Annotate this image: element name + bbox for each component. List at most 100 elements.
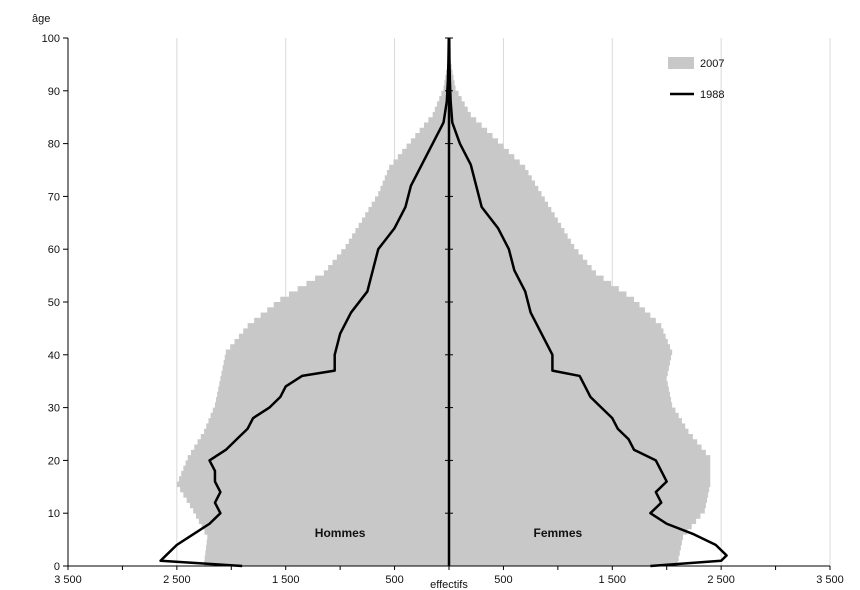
bar-hommes-2007 — [197, 439, 449, 445]
y-tick-label: 100 — [42, 33, 60, 45]
bar-femmes-2007 — [449, 90, 459, 97]
bar-hommes-2007 — [306, 280, 449, 287]
bar-hommes-2007 — [243, 328, 449, 334]
bar-femmes-2007 — [449, 85, 456, 92]
bar-femmes-2007 — [449, 180, 535, 187]
line-femmes-1988 — [447, 37, 728, 568]
bar-femmes-2007 — [449, 486, 710, 493]
bar-femmes-2007 — [449, 117, 477, 123]
bar-femmes-2007 — [449, 122, 482, 129]
bar-hommes-2007 — [384, 175, 449, 181]
bar-femmes-2007 — [449, 275, 604, 282]
bar-femmes-2007 — [449, 159, 520, 166]
bar-hommes-2007 — [179, 476, 449, 482]
bar-hommes-2007 — [204, 555, 449, 562]
bar-hommes-2007 — [206, 539, 449, 546]
y-tick-label: 80 — [48, 139, 60, 151]
bar-hommes-2007 — [297, 286, 449, 292]
bar-femmes-2007 — [449, 418, 682, 424]
bar-hommes-2007 — [365, 212, 449, 218]
bar-femmes-2007 — [449, 428, 689, 435]
bar-femmes-2007 — [449, 164, 526, 171]
bar-femmes-2007 — [449, 228, 565, 234]
bar-hommes-2007 — [225, 349, 449, 356]
bar-femmes-2007 — [449, 185, 539, 192]
bar-hommes-2007 — [267, 307, 449, 313]
bar-hommes-2007 — [432, 111, 449, 118]
bar-hommes-2007 — [358, 222, 449, 229]
bar-femmes-2007 — [449, 397, 672, 403]
bar-femmes-2007 — [449, 423, 686, 430]
bar-femmes-2007 — [449, 523, 692, 530]
bar-femmes-2007 — [449, 439, 698, 445]
bar-femmes-2007 — [449, 312, 651, 319]
bar-femmes-2007 — [449, 222, 562, 229]
bar-hommes-2007 — [415, 133, 449, 139]
bar-hommes-2007 — [368, 206, 449, 213]
bar-hommes-2007 — [380, 185, 449, 192]
bar-femmes-2007 — [449, 534, 684, 540]
label-femmes: Femmes — [534, 526, 583, 540]
x-axis-title: effectifs — [430, 579, 468, 590]
bar-femmes-2007 — [449, 238, 571, 245]
bar-hommes-2007 — [328, 265, 449, 271]
bar-femmes-2007 — [449, 106, 468, 113]
lines-1988 — [159, 37, 728, 568]
x-tick-label: 3 500 — [816, 574, 844, 586]
bar-femmes-2007 — [449, 470, 711, 477]
bar-hommes-2007 — [193, 507, 449, 514]
bar-femmes-2007 — [449, 391, 670, 398]
bar-femmes-2007 — [449, 191, 542, 197]
bar-hommes-2007 — [183, 492, 450, 498]
y-tick-label: 20 — [48, 455, 60, 467]
y-tick-label: 70 — [48, 191, 60, 203]
bar-hommes-2007 — [230, 344, 449, 350]
bar-femmes-2007 — [449, 175, 532, 181]
bar-hommes-2007 — [378, 191, 449, 197]
bar-femmes-2007 — [449, 259, 588, 266]
bar-hommes-2007 — [216, 397, 449, 403]
bar-hommes-2007 — [434, 106, 449, 113]
bar-femmes-2007 — [449, 270, 596, 276]
bar-hommes-2007 — [204, 560, 449, 567]
bar-hommes-2007 — [223, 360, 449, 366]
bar-hommes-2007 — [217, 391, 449, 398]
bar-hommes-2007 — [220, 375, 449, 382]
bar-hommes-2007 — [348, 238, 449, 245]
bar-hommes-2007 — [191, 449, 449, 456]
bar-femmes-2007 — [449, 148, 509, 155]
bar-hommes-2007 — [423, 122, 449, 129]
bar-femmes-2007 — [449, 550, 680, 556]
bar-femmes-2007 — [449, 101, 465, 107]
bar-hommes-2007 — [336, 254, 449, 261]
bar-hommes-2007 — [238, 333, 449, 340]
bar-hommes-2007 — [332, 259, 449, 266]
bar-femmes-2007 — [449, 513, 701, 519]
bar-femmes-2007 — [449, 555, 679, 562]
bar-femmes-2007 — [449, 502, 706, 509]
bar-femmes-2007 — [449, 254, 583, 261]
bar-femmes-2007 — [449, 492, 709, 498]
bar-femmes-2007 — [449, 476, 711, 482]
bar-hommes-2007 — [189, 502, 450, 509]
bar-femmes-2007 — [449, 365, 669, 371]
bar-hommes-2007 — [393, 159, 449, 166]
bar-hommes-2007 — [204, 428, 449, 435]
bar-femmes-2007 — [449, 344, 670, 350]
bar-femmes-2007 — [449, 201, 549, 208]
bar-femmes-2007 — [449, 370, 668, 377]
bar-femmes-2007 — [449, 154, 515, 160]
bar-hommes-2007 — [176, 481, 449, 488]
bar-hommes-2007 — [194, 444, 449, 451]
bar-femmes-2007 — [449, 328, 664, 334]
bar-femmes-2007 — [449, 206, 552, 213]
bar-femmes-2007 — [449, 96, 462, 102]
x-tick-label: 500 — [494, 574, 512, 586]
bar-femmes-2007 — [449, 349, 673, 356]
bar-femmes-2007 — [449, 481, 711, 488]
bar-hommes-2007 — [315, 275, 449, 282]
label-hommes: Hommes — [315, 526, 366, 540]
bars-2007 — [176, 38, 711, 567]
bar-femmes-2007 — [449, 544, 681, 551]
